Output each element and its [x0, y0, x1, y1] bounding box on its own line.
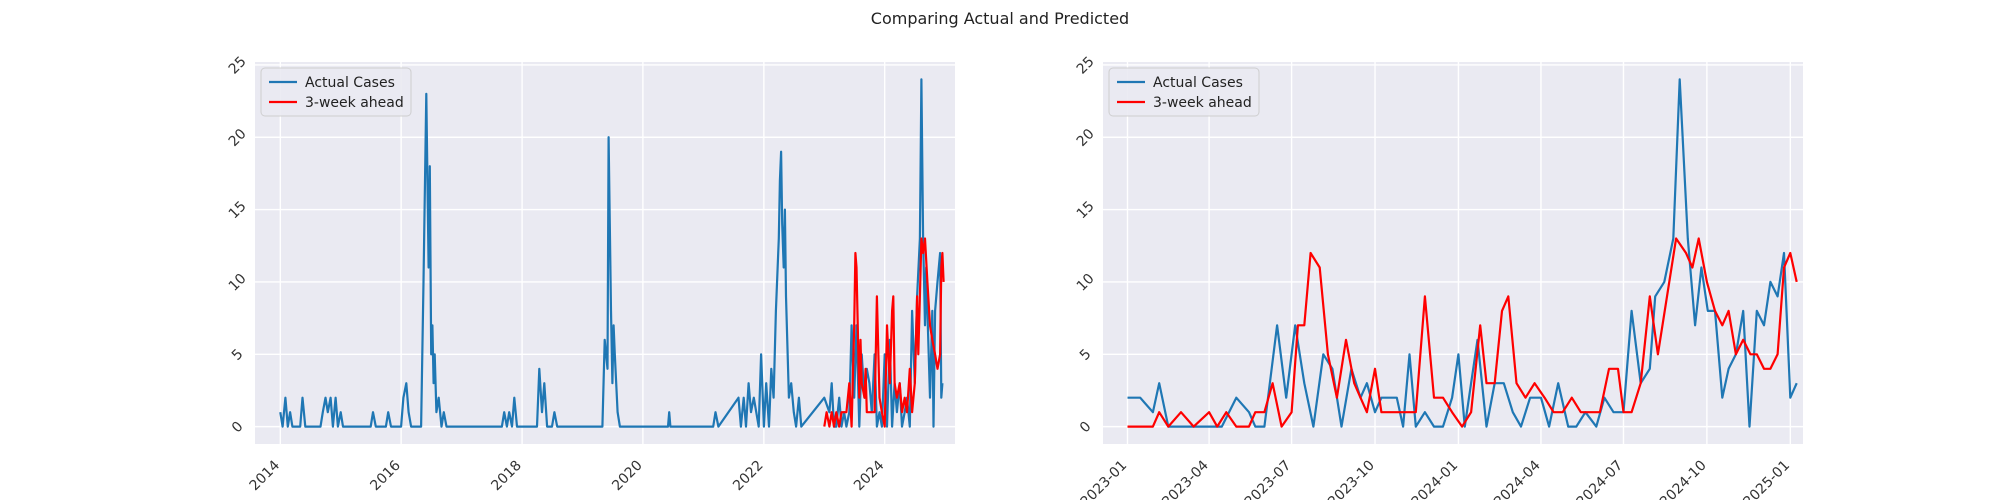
- plot-area: [255, 62, 955, 444]
- actual-cases-line: [1127, 78, 1798, 428]
- y-tick-label: 0: [229, 419, 247, 437]
- legend-entry: 3-week ahead: [305, 95, 404, 111]
- legend-entry: Actual Cases: [305, 75, 395, 91]
- x-tick-label: 2023-01: [1078, 458, 1131, 500]
- predicted-line: [823, 237, 945, 428]
- y-tick-label: 10: [1074, 271, 1098, 295]
- x-tick-label: 2023-10: [1325, 458, 1378, 500]
- y-tick-label: 15: [226, 198, 250, 222]
- x-tick-label: 2024: [851, 457, 888, 494]
- right-plot: 2023-01 2023-04 2023-07 2023-10 2024-01 2024-…: [1074, 54, 1803, 500]
- y-tick-label: 5: [1077, 346, 1095, 364]
- x-tick-label: 2014: [247, 457, 284, 494]
- series-group: [279, 78, 945, 428]
- y-tick-label: 10: [226, 271, 250, 295]
- y-tick-label: 20: [226, 126, 250, 150]
- x-tick-label: 2022: [730, 458, 767, 495]
- x-tick-label: 2025-01: [1740, 458, 1793, 500]
- x-tick-label: 2024-10: [1657, 458, 1710, 500]
- x-tick-label: 2018: [488, 458, 525, 495]
- legend: Actual Cases 3-week ahead: [1108, 67, 1260, 117]
- x-tick-label: 2023-04: [1159, 457, 1212, 500]
- actual-cases-line: [279, 78, 944, 428]
- left-plot: 2014 2016 2018 2020 2022 2024 0 5 10 15 20 25 Actual…: [226, 54, 955, 494]
- legend-entry: Actual Cases: [1153, 75, 1243, 91]
- legend-box: [1108, 67, 1260, 117]
- y-tick-label: 25: [226, 54, 250, 78]
- x-tick-label: 2016: [367, 457, 404, 494]
- y-tick-label: 0: [1077, 419, 1095, 437]
- legend: Actual Cases 3-week ahead: [260, 67, 412, 117]
- legend-box: [260, 67, 412, 117]
- x-tick-label: 2024-07: [1574, 458, 1627, 500]
- y-tick-label: 15: [1074, 198, 1098, 222]
- x-tick-label: 2020: [609, 458, 646, 495]
- legend-entry: 3-week ahead: [1153, 95, 1252, 111]
- predicted-line: [1127, 237, 1798, 428]
- figure-title: Comparing Actual and Predicted: [871, 9, 1129, 28]
- y-tick-label: 25: [1074, 54, 1098, 78]
- x-tick-label: 2024-04: [1491, 457, 1544, 500]
- series-group: [1127, 78, 1798, 428]
- x-tick-label: 2024-01: [1409, 458, 1462, 500]
- x-tick-label: 2023-07: [1242, 458, 1295, 500]
- y-tick-label: 5: [229, 346, 247, 364]
- y-tick-label: 20: [1074, 126, 1098, 150]
